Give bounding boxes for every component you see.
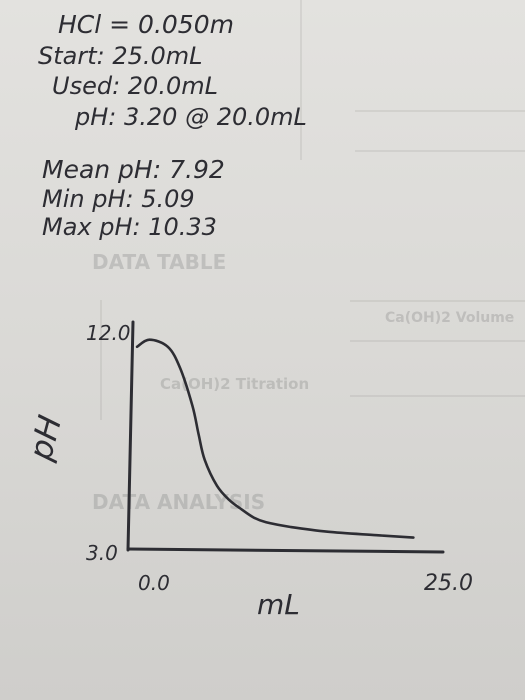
- y-tick-label-min: 3.0: [86, 541, 118, 565]
- bleed-ca-oh-volume: Ca(OH)2 Volume: [385, 310, 515, 326]
- y-axis-label: pH: [21, 411, 69, 465]
- note-hcl-concentration: HCl = 0.050m: [58, 10, 234, 39]
- paper-grid-line: [350, 300, 525, 302]
- note-min-ph: Min pH: 5.09: [42, 185, 195, 213]
- note-start-volume: Start: 25.0mL: [38, 42, 203, 70]
- paper-grid-line: [355, 110, 525, 112]
- note-ph-at-volume: pH: 3.20 @ 20.0mL: [75, 103, 307, 131]
- note-mean-ph: Mean pH: 7.92: [42, 155, 225, 184]
- note-max-ph: Max pH: 10.33: [42, 213, 217, 241]
- paper-grid-line: [300, 0, 302, 160]
- x-tick-label-min: 0.0: [138, 571, 170, 595]
- bleed-data-table: DATA TABLE: [92, 250, 227, 274]
- paper-grid-line: [355, 150, 525, 152]
- paper-grid-line: [100, 300, 102, 420]
- bleed-ca-oh-titration: Ca(OH)2 Titration: [160, 375, 310, 393]
- x-tick-label-max: 25.0: [424, 571, 473, 596]
- paper-grid-line: [350, 395, 525, 397]
- y-axis: [126, 320, 135, 552]
- x-axis-label: mL: [257, 588, 300, 621]
- paper-grid-line: [350, 340, 525, 342]
- titration-curve: [135, 338, 415, 539]
- y-tick-label-max: 12.0: [86, 321, 131, 345]
- bleed-data-analysis: DATA ANALYSIS: [92, 490, 266, 514]
- x-axis: [126, 547, 445, 554]
- note-used-volume: Used: 20.0mL: [52, 72, 218, 100]
